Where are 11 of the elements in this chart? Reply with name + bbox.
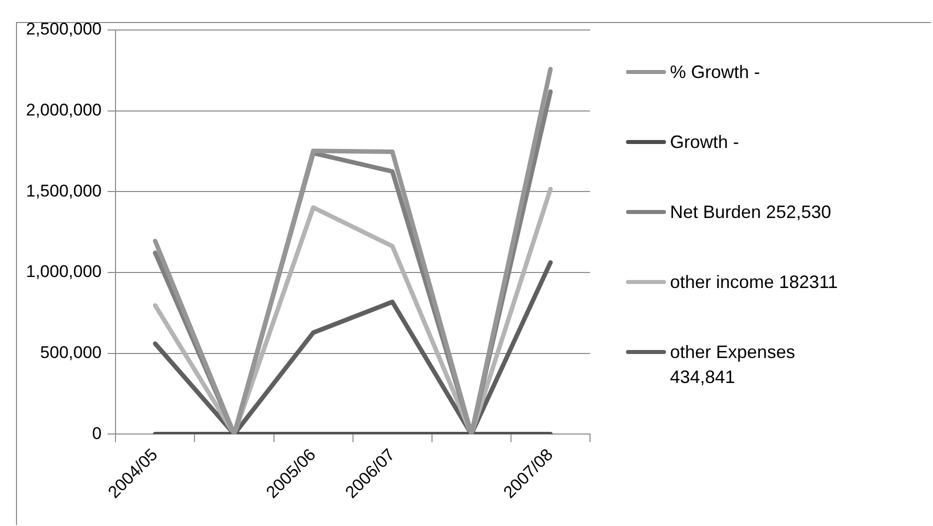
legend-label: other Expenses 434,841 bbox=[670, 341, 796, 389]
y-tick-label: 2,500,000 bbox=[26, 20, 102, 39]
y-tick-label: 2,000,000 bbox=[26, 100, 102, 120]
legend-label: Net Burden 252,530 bbox=[670, 201, 832, 224]
legend-label: Growth - bbox=[670, 131, 740, 154]
y-tick-label: 0 bbox=[92, 424, 102, 443]
legend-label: % Growth - bbox=[670, 61, 762, 84]
legend-label: other income 182311 bbox=[670, 271, 839, 294]
y-tick-label: 1,000,000 bbox=[26, 262, 102, 282]
y-tick-label: 500,000 bbox=[40, 342, 102, 362]
y-tick-label: 1,500,000 bbox=[26, 181, 102, 200]
